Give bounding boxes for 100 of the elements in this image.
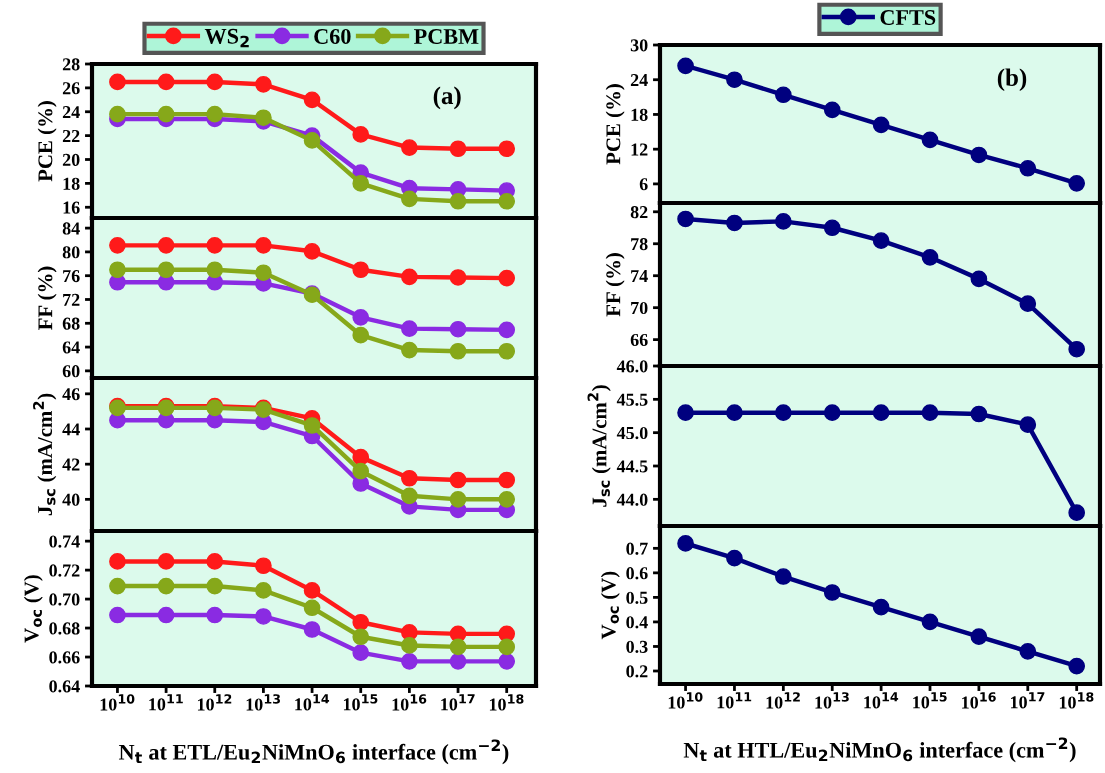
y-tick-label: 0.68 [49, 622, 80, 635]
point [726, 214, 743, 232]
y-tick-label: 45.0 [616, 426, 648, 440]
point [775, 213, 792, 230]
y-tick-label: 0.70 [49, 593, 80, 606]
point [1068, 657, 1086, 675]
y-tick-label: 0.3 [626, 640, 648, 653]
point [352, 448, 370, 466]
point [401, 487, 418, 505]
point [1068, 174, 1086, 192]
y-tick-label: 6 [639, 178, 648, 191]
point [726, 71, 743, 89]
point [677, 57, 694, 75]
y-tick-label: 12 [631, 143, 648, 156]
point [109, 577, 126, 595]
x-tick-label: 10$^{12}$ [766, 692, 800, 709]
point [255, 582, 272, 599]
point [921, 613, 939, 631]
y-tick-label: 18 [631, 108, 648, 121]
y-tick-label: 72 [63, 293, 80, 306]
legend-label: PCBM [414, 29, 479, 44]
point [1068, 340, 1086, 358]
point [352, 613, 370, 631]
point [498, 140, 516, 158]
y-tick-label: 64 [62, 341, 80, 354]
y-axis-title: FF (%) [605, 253, 625, 317]
point [352, 462, 370, 480]
point [352, 261, 370, 279]
y-tick-label: 20 [62, 153, 80, 166]
point [823, 101, 841, 119]
point [109, 606, 126, 624]
y-axis-title: PCE (%) [37, 101, 57, 182]
point [401, 139, 418, 156]
y-tick-label: 78 [631, 238, 648, 251]
point [498, 471, 516, 489]
y-tick-label: 0.7 [626, 542, 648, 555]
point [206, 577, 224, 595]
point [677, 210, 694, 228]
y-tick-label: 74 [631, 270, 648, 282]
point [157, 553, 175, 570]
point [449, 491, 467, 508]
y-tick-label: 42 [62, 458, 80, 471]
x-tick-label: 10$^{15}$ [913, 692, 947, 709]
point [921, 248, 939, 266]
y-tick-label: 24 [62, 106, 80, 119]
x-tick-label: 10$^{10}$ [100, 694, 135, 711]
point [823, 584, 841, 601]
point [401, 320, 418, 337]
point [352, 326, 370, 344]
point [157, 577, 175, 595]
point [449, 471, 467, 489]
point [255, 237, 272, 254]
point [449, 320, 467, 338]
point [498, 269, 516, 287]
x-tick-label: 10$^{17}$ [441, 694, 475, 711]
point [775, 86, 792, 104]
point [1019, 159, 1037, 177]
point [206, 73, 224, 91]
y-tick-label: 0.72 [49, 564, 80, 577]
y-tick-label: 60 [62, 365, 80, 378]
point [872, 598, 890, 616]
point [872, 116, 890, 134]
point [352, 126, 370, 143]
y-tick-label: 26 [62, 82, 80, 95]
point [970, 270, 988, 288]
legend-label: CFTS [880, 10, 936, 25]
point [498, 192, 516, 210]
point [157, 73, 175, 91]
y-axis-title: PCE (%) [605, 84, 625, 165]
y-tick-label: 24 [630, 74, 648, 86]
point [823, 404, 841, 422]
point [157, 261, 175, 279]
y-tick-label: 28 [62, 58, 80, 71]
point [303, 91, 321, 109]
point [449, 269, 467, 286]
y-tick-label: 0.4 [626, 616, 648, 629]
point [872, 232, 890, 249]
y-axis-title: V$_{oc}$ (V) [23, 575, 43, 643]
legend-label: C60 [314, 28, 351, 44]
point [206, 105, 224, 123]
y-tick-label: 46.0 [616, 360, 648, 373]
point [303, 132, 321, 149]
point [352, 644, 370, 662]
x-tick-label: 10$^{11}$ [717, 692, 752, 709]
point [206, 261, 224, 279]
y-tick-label: 70 [631, 301, 648, 315]
legend-label: WS$_{2}$ [204, 28, 249, 48]
point [677, 535, 694, 552]
y-tick-label: 0.6 [626, 567, 648, 580]
y-tick-label: 18 [63, 177, 80, 190]
point [1019, 643, 1037, 660]
point [157, 105, 175, 123]
y-tick-label: 80 [62, 246, 80, 259]
point [726, 549, 743, 567]
y-axis-title: V$_{oc}$ (V) [600, 571, 620, 640]
point [823, 219, 841, 237]
y-axis-title: FF (%) [37, 266, 57, 330]
point [921, 131, 939, 149]
point [109, 237, 126, 254]
point [498, 638, 516, 656]
